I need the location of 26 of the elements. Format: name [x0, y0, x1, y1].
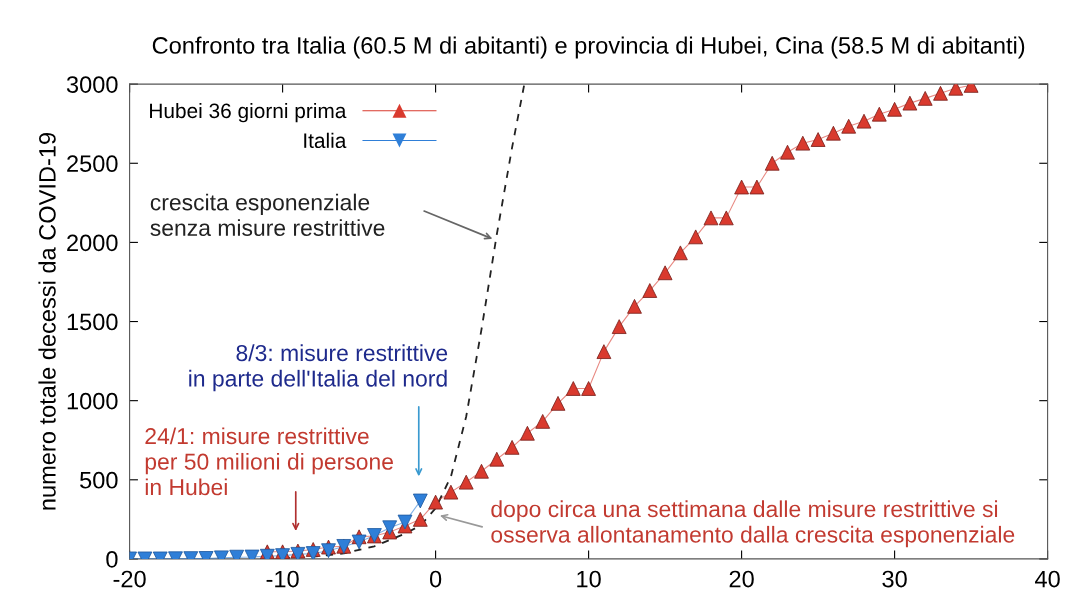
x-tick-label: 40: [1035, 570, 1060, 588]
point: [596, 344, 612, 359]
y-tick-label: 2500: [67, 155, 118, 173]
point: [611, 319, 627, 334]
y-tick-label: 2000: [67, 234, 118, 252]
y-axis-title: numero totale decessi da COVID-19: [38, 133, 56, 510]
y-tick-label: 500: [80, 471, 118, 489]
legend-label: Italia: [304, 132, 347, 149]
chart-title: Confronto tra Italia (60.5 M di abitanti) e provincia di Hubei, Cina (58.5 M di abitanti): [152, 36, 1025, 59]
annotation: dopo circa una settimana dalle misure restrittive si osserva allontanamento dalla crescita esponenziale: [491, 500, 1015, 548]
y-tick-label: 3000: [66, 76, 118, 93]
annotation: 24/1: misure restrittive per 50 milioni di persone in Hubei: [145, 427, 393, 496]
y-tick-label: 1500: [67, 313, 118, 331]
x-tick-label: -20: [113, 570, 146, 588]
x-tick-label: 10: [577, 570, 601, 588]
x-tick-label: 20: [729, 570, 754, 588]
x-tick-label: 30: [882, 570, 907, 588]
point: [305, 546, 321, 559]
y-tick-label: 1000: [67, 392, 118, 410]
point: [948, 84, 964, 96]
annotation: crescita esponenziale senza misure restrittive: [150, 193, 385, 236]
x-tick-label: -10: [266, 570, 299, 588]
legend-label: Hubei 36 giorni prima: [150, 102, 347, 123]
y-tick-label: 0: [106, 551, 118, 568]
annotation: 8/3: misure restrittive in parte dell'Italia del nord: [189, 344, 448, 392]
x-tick-label: 0: [429, 570, 442, 588]
